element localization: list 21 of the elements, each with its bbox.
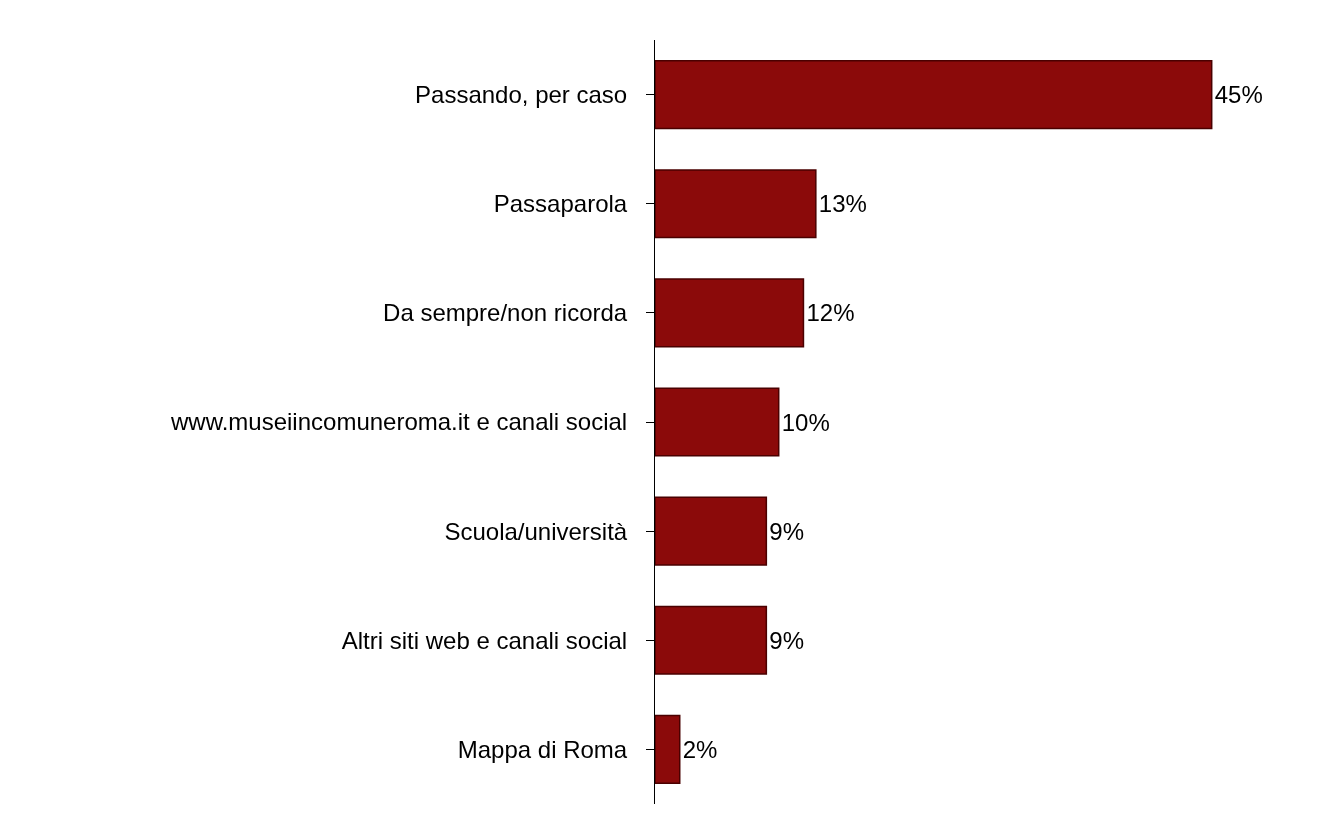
data-label: 9% [769, 517, 805, 545]
y-tick-label: Mappa di Roma [457, 735, 628, 763]
bar [655, 714, 681, 785]
y-tick-label: Scuola/università [444, 517, 628, 545]
bar [655, 59, 1213, 130]
bar [655, 169, 817, 239]
data-label: 45% [1214, 81, 1263, 109]
bar [655, 496, 768, 566]
data-label: 13% [818, 190, 867, 218]
data-label: 2% [682, 735, 718, 763]
data-label: 10% [781, 408, 830, 436]
y-tick-label: Passando, per caso [415, 80, 628, 108]
y-tick-label: Altri siti web e canali social [341, 626, 628, 654]
data-label: 12% [806, 299, 855, 327]
bar [655, 387, 780, 457]
y-tick-label: www.museiincomuneroma.it e canali social [170, 408, 628, 436]
y-tick-label: Da sempre/non ricorda [383, 299, 628, 327]
bar [655, 278, 805, 348]
data-label: 9% [769, 626, 805, 654]
bar [655, 605, 768, 675]
y-tick-label: Passaparola [493, 190, 628, 218]
